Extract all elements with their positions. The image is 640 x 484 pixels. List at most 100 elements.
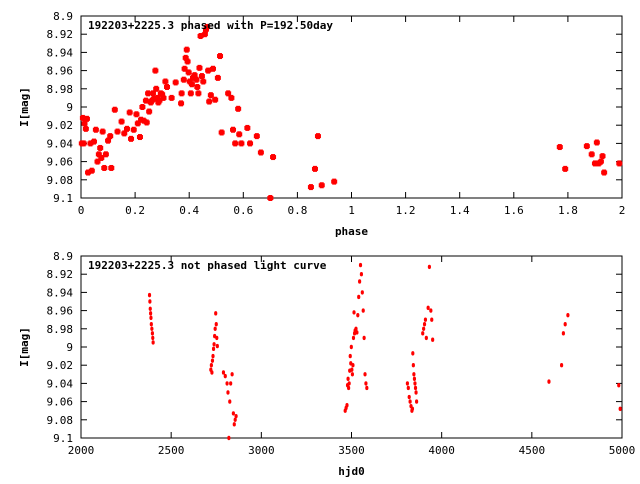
data-point — [347, 381, 351, 386]
data-point — [618, 406, 622, 412]
x-tick-label: 4000 — [428, 444, 455, 457]
data-point — [182, 54, 189, 61]
x-tick-label: 0.2 — [125, 204, 145, 217]
data-point — [184, 58, 191, 65]
data-point — [413, 381, 417, 386]
y-tick-label: 9.04 — [47, 377, 74, 390]
x-axis-label: phase — [335, 225, 368, 238]
data-point — [559, 363, 564, 368]
data-point — [87, 140, 94, 147]
chart-title: 192203+2225.3 not phased light curve — [88, 259, 327, 272]
data-point — [90, 138, 97, 145]
plot-frame — [80, 15, 623, 199]
data-point — [270, 154, 277, 161]
data-point — [111, 106, 118, 113]
y-axis-label: I[mag] — [18, 327, 31, 367]
data-point — [360, 290, 364, 295]
data-point — [227, 435, 231, 441]
data-point — [168, 94, 175, 101]
data-point — [97, 144, 104, 151]
y-tick-label: 9.08 — [47, 414, 74, 427]
data-point — [307, 184, 314, 191]
y-tick-label: 8.9 — [53, 250, 73, 263]
y-tick-label: 8.94 — [47, 46, 74, 59]
data-point — [311, 165, 318, 172]
data-point — [588, 151, 595, 158]
x-tick-label: 0.6 — [233, 204, 253, 217]
x-tick-label: 2000 — [68, 444, 95, 457]
data-point — [148, 306, 152, 311]
data-point — [81, 120, 88, 127]
data-point — [213, 326, 217, 331]
data-point — [247, 140, 254, 147]
data-point — [314, 133, 321, 140]
data-point — [185, 69, 192, 76]
data-point — [193, 76, 200, 83]
data-point — [209, 363, 213, 368]
data-point — [105, 137, 112, 144]
data-point — [411, 351, 415, 356]
data-point — [98, 154, 105, 161]
data-point — [139, 104, 146, 110]
chart-title: 192203+2225.3 phased with P=192.50day — [88, 19, 333, 32]
data-point — [412, 372, 416, 377]
y-tick-label: 9.06 — [47, 396, 74, 409]
data-point — [180, 76, 187, 83]
data-point — [232, 422, 236, 427]
data-point — [151, 340, 155, 345]
data-point — [200, 78, 207, 85]
data-point — [361, 308, 365, 313]
x-tick-label: 1.8 — [558, 204, 578, 217]
data-point — [257, 149, 264, 156]
data-point — [616, 160, 623, 167]
x-tick-label: 4500 — [519, 444, 546, 457]
data-point — [211, 346, 216, 352]
data-point — [331, 178, 338, 185]
x-tick-label: 3500 — [338, 444, 365, 457]
y-axis-label: I[mag] — [18, 87, 31, 127]
data-point — [228, 94, 235, 101]
data-point — [130, 126, 137, 133]
data-point — [118, 118, 125, 125]
x-tick-label: 5000 — [609, 444, 636, 457]
data-point — [356, 312, 360, 318]
data-point — [83, 115, 90, 122]
data-point — [351, 335, 356, 341]
data-point — [593, 139, 600, 146]
data-point — [424, 335, 428, 341]
data-point — [226, 390, 230, 395]
data-point — [136, 134, 143, 141]
data-point — [183, 46, 190, 53]
data-point — [151, 95, 158, 102]
data-point — [427, 264, 432, 270]
data-point — [566, 312, 570, 318]
data-point — [153, 85, 160, 92]
data-point — [178, 100, 185, 107]
data-point — [225, 381, 229, 386]
data-point — [599, 153, 606, 160]
data-point — [143, 119, 150, 126]
y-tick-label: 9 — [66, 341, 73, 354]
data-point — [133, 111, 140, 118]
data-point — [405, 381, 410, 386]
data-point — [152, 67, 159, 74]
data-point — [563, 322, 567, 327]
data-point — [238, 140, 245, 147]
data-point — [601, 169, 608, 176]
data-point — [351, 363, 355, 368]
data-point — [362, 335, 366, 341]
y-tick-label: 8.92 — [47, 28, 74, 41]
data-point — [101, 164, 108, 171]
data-point — [149, 322, 153, 327]
data-point — [422, 322, 427, 327]
data-point — [347, 385, 351, 391]
data-point — [236, 131, 243, 138]
y-tick-label: 9.1 — [53, 432, 73, 445]
data-point — [107, 133, 114, 140]
data-point — [108, 164, 115, 171]
data-point — [349, 344, 353, 350]
data-point — [210, 65, 217, 72]
y-tick-label: 9.1 — [53, 192, 73, 205]
data-point — [217, 53, 224, 60]
